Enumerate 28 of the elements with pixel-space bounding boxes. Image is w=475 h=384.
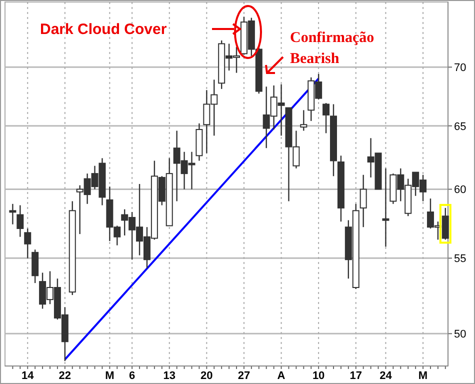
x-tick-label: 10 xyxy=(312,370,325,382)
x-tick-label: A xyxy=(277,370,286,382)
x-tick-label: 20 xyxy=(200,370,213,382)
x-tick-label: 13 xyxy=(163,370,176,382)
y-tick-label: 65 xyxy=(454,120,466,133)
y-tick-label: 55 xyxy=(454,253,466,266)
candlestick xyxy=(382,168,390,248)
x-tick-label: 24 xyxy=(380,370,393,382)
y-tick-label: 70 xyxy=(454,62,466,74)
annotation: Dark Cloud Cover xyxy=(40,21,167,38)
x-tick-label: 27 xyxy=(238,370,250,382)
candlestick xyxy=(9,203,16,225)
candlestick xyxy=(32,248,39,284)
y-tick-label: 60 xyxy=(454,184,466,196)
y-tick-label: 50 xyxy=(454,328,466,341)
x-tick-label: 14 xyxy=(21,370,35,382)
candlestick xyxy=(442,207,449,240)
annotation: Confirmação Bearish xyxy=(290,30,374,67)
candlestick xyxy=(16,204,24,238)
x-tick-label: 17 xyxy=(350,370,362,382)
candlestick xyxy=(322,102,330,134)
candlestick xyxy=(360,174,367,228)
x-tick-label: 6 xyxy=(129,370,136,382)
candlestick xyxy=(24,228,32,259)
x-tick-label: 22 xyxy=(58,370,72,382)
x-tick-label: M xyxy=(105,370,114,382)
x-tick-label: M xyxy=(418,370,428,382)
candlestick xyxy=(300,110,308,132)
